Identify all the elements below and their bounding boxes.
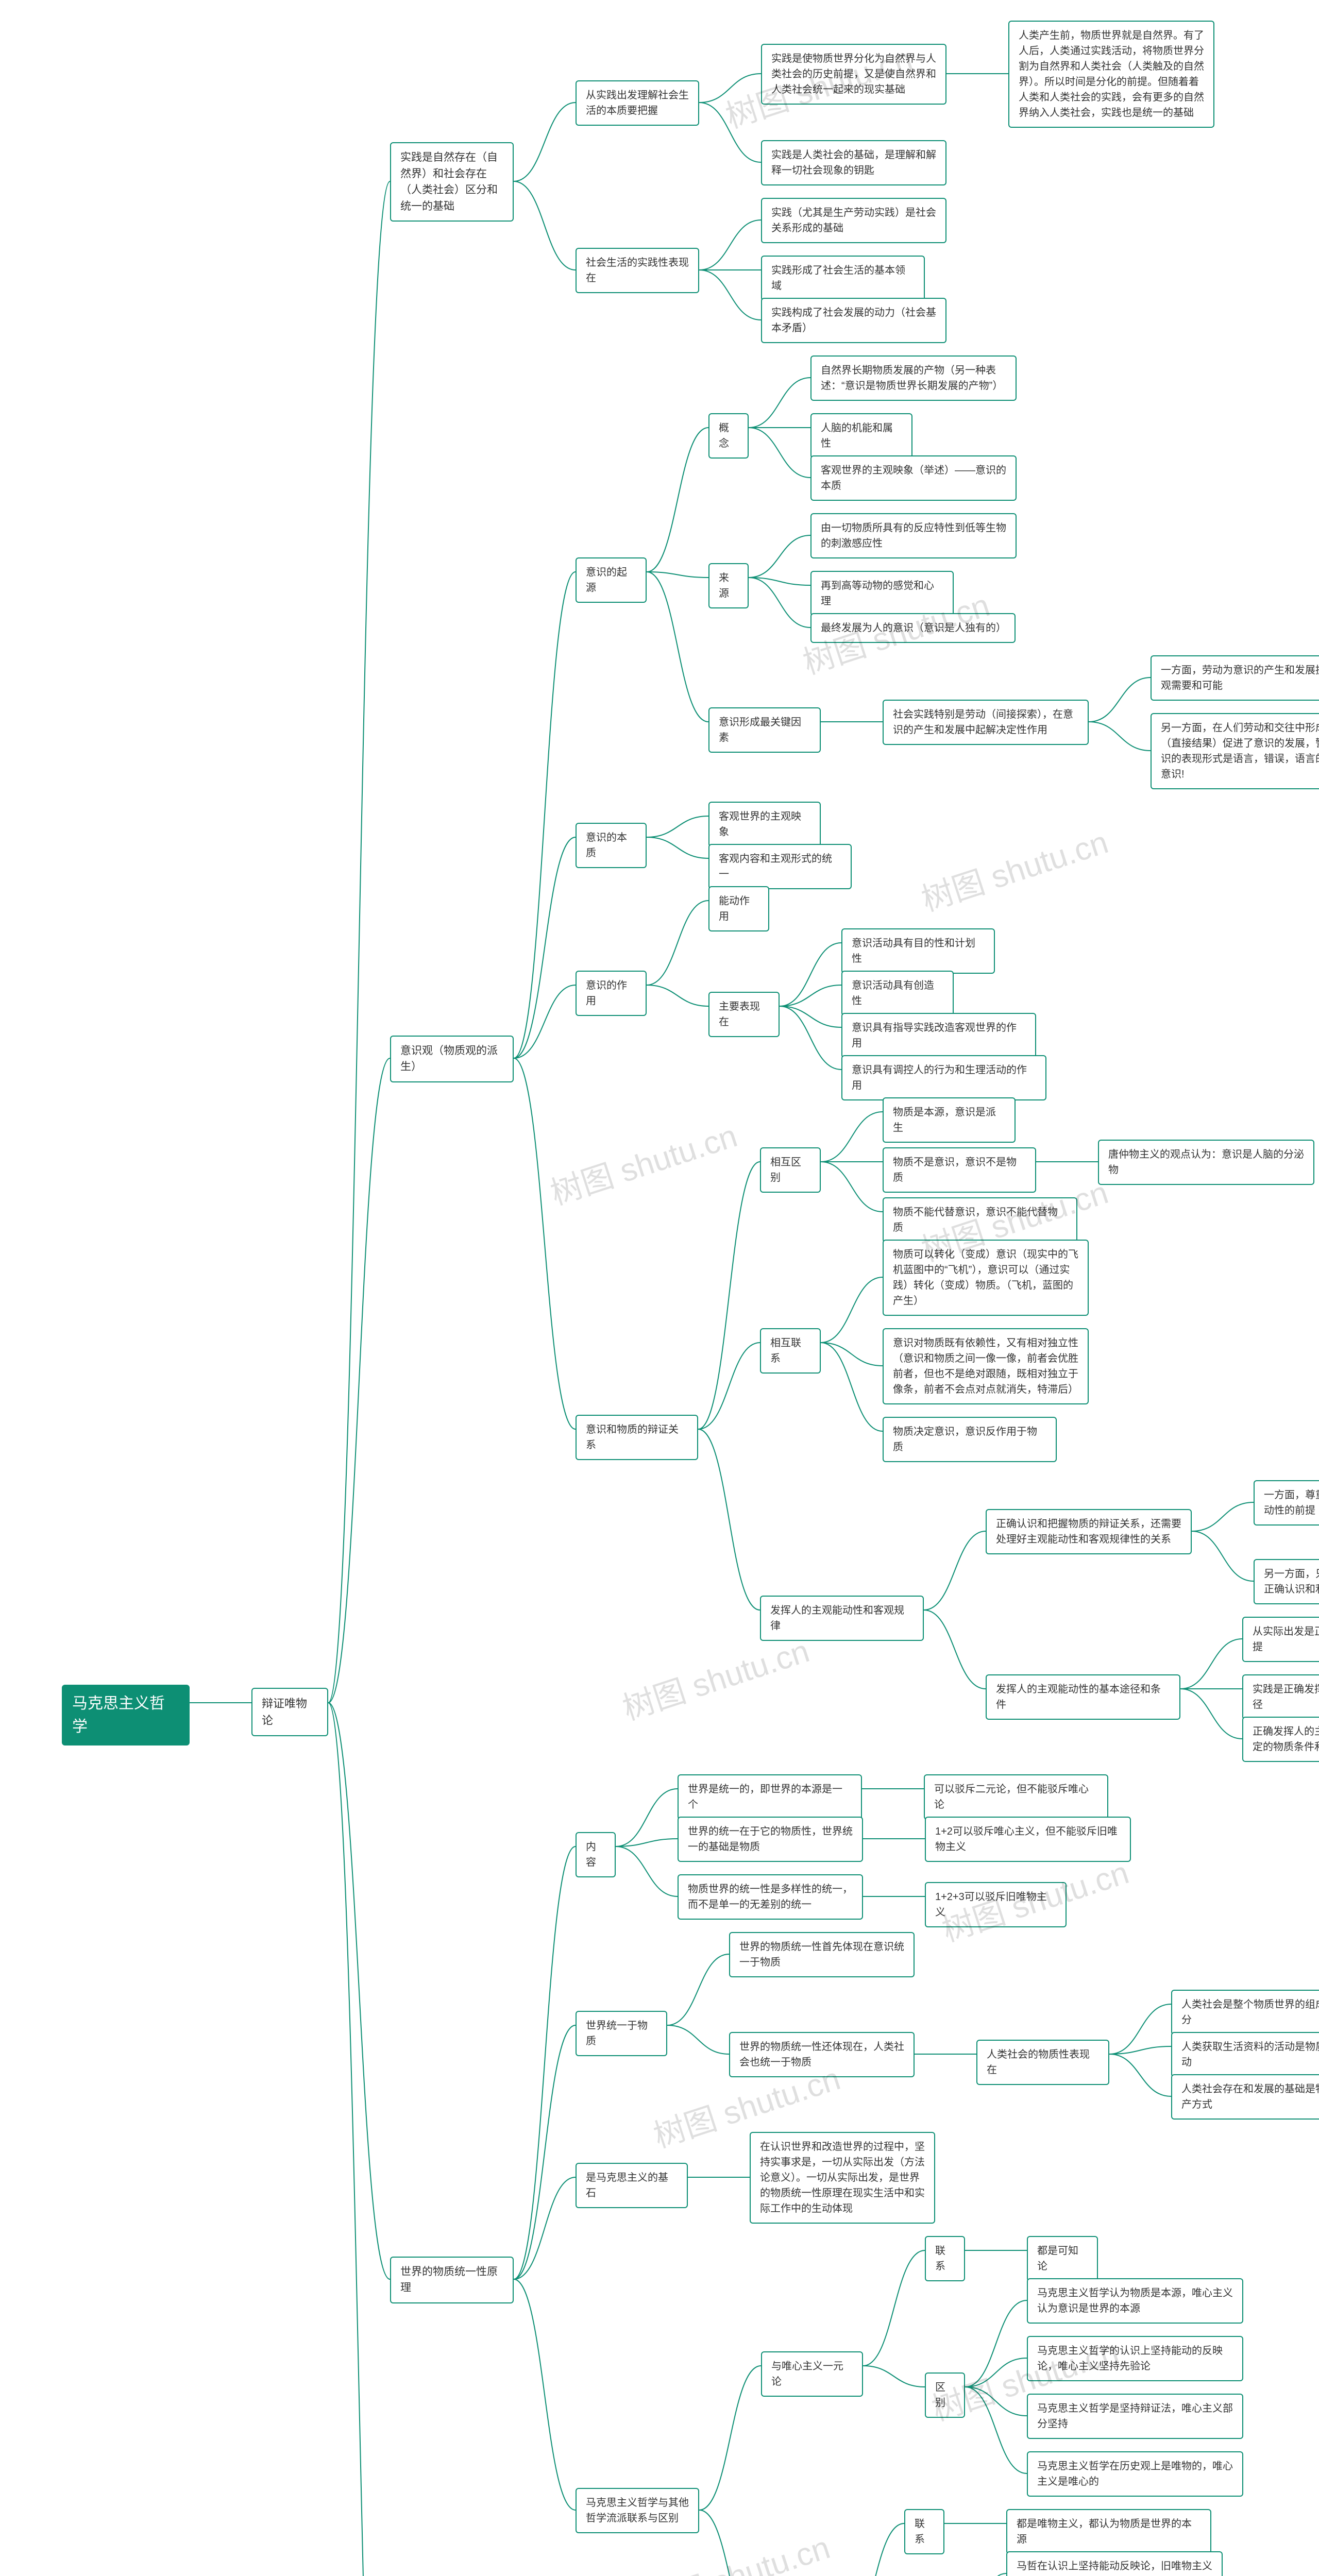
mindmap-node: 意识活动具有目的性和计划性 bbox=[841, 928, 995, 974]
mindmap-node: 另一方面，在人们劳动和交往中形成的语言（直接结果）促进了意识的发展，警惕着意识的… bbox=[1151, 713, 1319, 789]
mindmap-node: 意识具有调控人的行为和生理活动的作用 bbox=[841, 1055, 1046, 1100]
mindmap-node: 物质不能代替意识，意识不能代替物质 bbox=[883, 1197, 1077, 1243]
mindmap-node: 客观世界的主观映象 bbox=[708, 802, 821, 847]
mindmap-node: 发挥人的主观能动性和客观规律 bbox=[760, 1596, 924, 1641]
mindmap-node: 人类获取生活资料的活动是物质性的活动 bbox=[1171, 2032, 1319, 2077]
mindmap-node: 世界的物质统一性还体现在，人类社会也统一于物质 bbox=[729, 2032, 915, 2077]
mindmap-node: 由一切物质所具有的反应特性到低等生物的刺激感应性 bbox=[810, 513, 1017, 558]
mindmap-node: 区别 bbox=[925, 2372, 965, 2418]
mindmap-node: 人类产生前，物质世界就是自然界。有了人后，人类通过实践活动，将物质世界分割为自然… bbox=[1008, 21, 1214, 128]
mindmap-node: 可以驳斥二元论，但不能驳斥唯心论 bbox=[924, 1774, 1108, 1820]
mindmap-node: 意识具有指导实践改造客观世界的作用 bbox=[841, 1013, 1036, 1058]
mindmap-node: 唐仲物主义的观点认为：意识是人脑的分泌物 bbox=[1098, 1140, 1314, 1185]
mindmap-node: 意识的作用 bbox=[576, 971, 647, 1016]
mindmap-node: 再到高等动物的感觉和心理 bbox=[810, 571, 954, 616]
mindmap-node: 意识观（物质观的派生） bbox=[390, 1036, 514, 1082]
watermark: 树图 shutu.cn bbox=[915, 816, 1113, 920]
mindmap-root: 马克思主义哲学 bbox=[62, 1685, 190, 1745]
mindmap-node: 世界是统一的，即世界的本源是一个 bbox=[678, 1774, 862, 1820]
mindmap-node: 最终发展为人的意识（意识是人独有的） bbox=[810, 613, 1016, 643]
mindmap-node: 能动作用 bbox=[708, 886, 769, 931]
mindmap-node: 物质世界的统一性是多样性的统一，而不是单一的无差别的统一 bbox=[678, 1874, 863, 1920]
mindmap-node: 马克思主义哲学的认识上坚持能动的反映论，唯心主义坚持先验论 bbox=[1027, 2336, 1243, 2381]
mindmap-node: 实践形成了社会生活的基本领域 bbox=[761, 256, 925, 301]
mindmap-node: 社会实践特别是劳动（间接探索），在意识的产生和发展中起解决定性作用 bbox=[883, 700, 1089, 745]
mindmap-node: 马克思主义哲学在历史观上是唯物的，唯心主义是唯心的 bbox=[1027, 2451, 1243, 2497]
mindmap-node: 自然界长期物质发展的产物（另一种表述：“意识是物质世界长期发展的产物”） bbox=[810, 355, 1017, 401]
mindmap-node: 发挥人的主观能动性的基本途径和条件 bbox=[986, 1674, 1180, 1720]
mindmap-node: 正确认识和把握物质的辩证关系，还需要处理好主观能动性和客观规律性的关系 bbox=[986, 1509, 1192, 1554]
mindmap-node: 主要表现在 bbox=[708, 992, 780, 1037]
mindmap-node: 意识活动具有创造性 bbox=[841, 971, 954, 1016]
mindmap-node: 从实际出发是正确发挥人的主观能动性的前提 bbox=[1242, 1617, 1319, 1662]
mindmap-node: 意识的起源 bbox=[576, 557, 647, 603]
mindmap-node: 内容 bbox=[576, 1832, 616, 1877]
mindmap-node: 马哲在认识上坚持能动反映论，旧唯物主义坚持机械反映论 bbox=[1006, 2551, 1223, 2576]
mindmap-node: 正确发挥人的主观能动性，还需要依赖于一定的物质条件和物质手段 bbox=[1242, 1717, 1319, 1762]
mindmap-node: 人类社会的物质性表现在 bbox=[976, 2040, 1109, 2085]
mindmap-node: 马克思主义哲学认为物质是本源，唯心主义认为意识是世界的本源 bbox=[1027, 2278, 1243, 2324]
mindmap-node: 世界统一于物质 bbox=[576, 2011, 667, 2056]
mindmap-node: 是马克思主义的基石 bbox=[576, 2163, 688, 2208]
mindmap-node: 一方面，尊重客观规律性是正确发挥主观能动性的前提 bbox=[1254, 1480, 1319, 1526]
mindmap-node: 一方面，劳动为意识的产生和发展提供了客观需要和可能 bbox=[1151, 655, 1319, 701]
mindmap-node: 意识形成最关键因素 bbox=[708, 707, 821, 753]
mindmap-node: 社会生活的实践性表现在 bbox=[576, 248, 699, 293]
mindmap-node: 人脑的机能和属性 bbox=[810, 413, 912, 459]
mindmap-node: 在认识世界和改造世界的过程中，坚持实事求是，一切从实际出发（方法论意义）。一切从… bbox=[750, 2132, 935, 2224]
mindmap-node: 实践是人类社会的基础，是理解和解释一切社会现象的钥匙 bbox=[761, 140, 946, 185]
mindmap-node: 人类社会是整个物质世界的组成部分 bbox=[1171, 1990, 1319, 2035]
mindmap-node: 实践是自然存在（自然界）和社会存在（人类社会）区分和统一的基础 bbox=[390, 142, 514, 222]
mindmap-node: 客观世界的主观映象（举述）——意识的本质 bbox=[810, 455, 1017, 501]
mindmap-node: 从实践出发理解社会生活的本质要把握 bbox=[576, 80, 699, 126]
mindmap-node: 都是可知论 bbox=[1027, 2236, 1098, 2281]
mindmap-node: 1+2可以驳斥唯心主义，但不能驳斥旧唯物主义 bbox=[925, 1817, 1131, 1862]
mindmap-node: 实践是正确发挥人的主观能动性的基本途径 bbox=[1242, 1674, 1319, 1720]
mindmap-node: 意识对物质既有依赖性，又有相对独立性（意识和物质之间一像一像，前者会优胜前者，但… bbox=[883, 1328, 1089, 1404]
mindmap-node: 与唯心主义一元论 bbox=[761, 2351, 863, 2397]
mindmap-node: 相互区别 bbox=[760, 1147, 821, 1193]
mindmap-node: 都是唯物主义，都认为物质是世界的本源 bbox=[1006, 2509, 1211, 2554]
mindmap-node: 来源 bbox=[708, 563, 749, 608]
mindmap-node: 意识和物质的辩证关系 bbox=[576, 1415, 698, 1460]
mindmap-node: 物质是本源，意识是派生 bbox=[883, 1097, 1016, 1143]
mindmap-node: 客观内容和主观形式的统一 bbox=[708, 844, 852, 889]
mindmap-node: 另一方面，只有充分发挥主观能动性，才能正确认识和利用规律 bbox=[1254, 1559, 1319, 1604]
watermark: 树图 shutu.cn bbox=[544, 1110, 742, 1214]
mindmap-node: 物质可以转化（变成）意识（现实中的飞机蓝图中的“飞机”），意识可以（通过实践）转… bbox=[883, 1240, 1089, 1316]
mindmap-node: 实践（尤其是生产劳动实践）是社会关系形成的基础 bbox=[761, 198, 946, 243]
mindmap-node: 实践构成了社会发展的动力（社会基本矛盾） bbox=[761, 298, 946, 343]
mindmap-node: 世界的物质统一性首先体现在意识统一于物质 bbox=[729, 1932, 915, 1977]
mindmap-node: 马克思主义哲学与其他哲学流派联系与区别 bbox=[576, 2488, 699, 2533]
mindmap-node: 联系 bbox=[904, 2509, 944, 2554]
mindmap-node: 1+2+3可以驳斥旧唯物主义 bbox=[925, 1882, 1067, 1927]
mindmap-node: 概念 bbox=[708, 413, 749, 459]
mindmap-node: 世界的物质统一性原理 bbox=[390, 2257, 514, 2303]
mindmap-node: 世界的统一在于它的物质性，世界统一的基础是物质 bbox=[678, 1817, 863, 1862]
mindmap-node: 意识的本质 bbox=[576, 823, 647, 868]
mindmap-node: 实践是使物质世界分化为自然界与人类社会的历史前提，又是使自然界和人类社会统一起来… bbox=[761, 44, 946, 105]
mindmap-node: 人类社会存在和发展的基础是物质资料的生产方式 bbox=[1171, 2074, 1319, 2120]
mindmap-node: 物质决定意识，意识反作用于物质 bbox=[883, 1417, 1057, 1462]
mindmap-node: 相互联系 bbox=[760, 1328, 821, 1374]
mindmap-node: 联系 bbox=[925, 2236, 965, 2281]
mindmap-node: 辩证唯物论 bbox=[251, 1688, 328, 1736]
mindmap-node: 马克思主义哲学是坚持辩证法，唯心主义部分坚持 bbox=[1027, 2394, 1243, 2439]
mindmap-node: 物质不是意识，意识不是物质 bbox=[883, 1147, 1036, 1193]
mindmap-canvas: 马克思主义哲学 辩证唯物论 实践是自然存在（自然界）和社会存在（人类社会）区分和统一… bbox=[0, 0, 1319, 2576]
